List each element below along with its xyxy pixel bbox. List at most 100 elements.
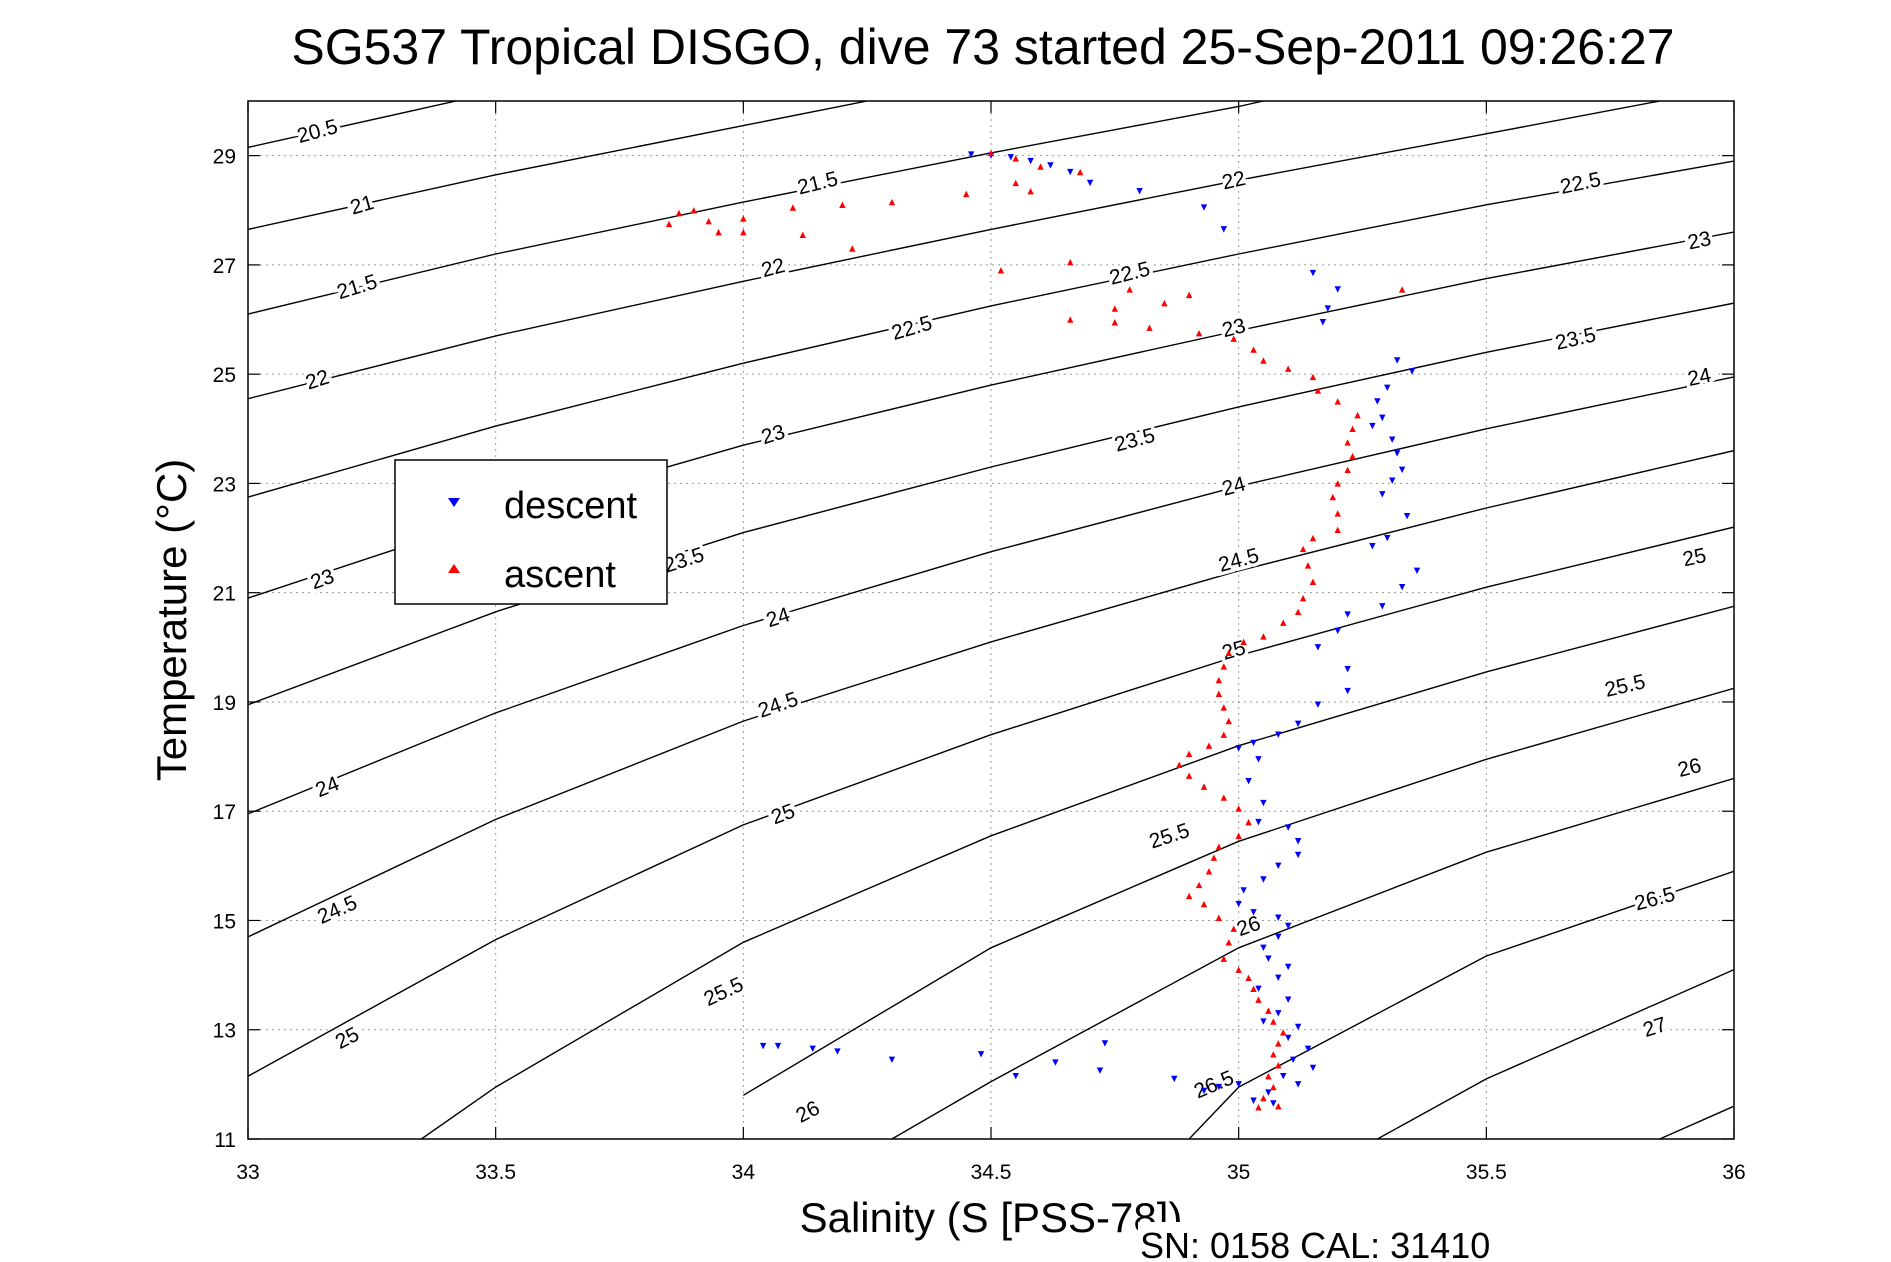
descent-point bbox=[1255, 818, 1262, 826]
ascent-point bbox=[1195, 329, 1203, 337]
ascent-point bbox=[705, 217, 712, 225]
descent-point bbox=[1260, 799, 1267, 807]
descent-point bbox=[1250, 909, 1257, 916]
descent-point bbox=[1215, 1083, 1223, 1091]
x-tick-label: 33.5 bbox=[475, 1161, 516, 1184]
descent-point bbox=[1047, 162, 1054, 169]
descent-point bbox=[1260, 876, 1267, 883]
ascent-point bbox=[1220, 794, 1228, 801]
x-tick-label: 33 bbox=[236, 1161, 259, 1184]
ascent-point bbox=[1304, 562, 1312, 569]
density-contour-line bbox=[1659, 1105, 1734, 1139]
density-contour-line bbox=[248, 449, 1734, 938]
density-contour-line bbox=[248, 101, 1660, 400]
ascent-point bbox=[1349, 452, 1356, 460]
ascent-point bbox=[1185, 750, 1193, 758]
ascent-point bbox=[799, 231, 806, 239]
x-tick-label: 34 bbox=[732, 1161, 756, 1184]
descent-point bbox=[1260, 944, 1267, 951]
ascent-point bbox=[1161, 299, 1168, 307]
ascent-point bbox=[1299, 594, 1307, 602]
descent-point bbox=[1285, 922, 1292, 930]
descent-point bbox=[1086, 179, 1094, 187]
y-tick-label: 17 bbox=[213, 801, 236, 824]
descent-point bbox=[1275, 1010, 1282, 1017]
ascent-point bbox=[1334, 480, 1341, 487]
ascent-point bbox=[1037, 163, 1044, 170]
descent-point bbox=[1285, 824, 1292, 831]
ascent-point bbox=[1285, 365, 1292, 372]
descent-point bbox=[1389, 477, 1396, 484]
ascent-point bbox=[839, 201, 846, 208]
ascent-point bbox=[1255, 1104, 1262, 1111]
descent-point bbox=[1200, 204, 1208, 211]
ascent-point bbox=[1215, 914, 1223, 921]
descent-point bbox=[1275, 933, 1282, 941]
descent-point bbox=[1245, 777, 1252, 785]
ascent-point bbox=[1215, 676, 1223, 684]
legend-box bbox=[394, 459, 668, 605]
descent-point bbox=[1250, 1097, 1257, 1104]
ascent-point bbox=[715, 228, 722, 236]
descent-point bbox=[1294, 1023, 1302, 1031]
descent-point bbox=[1389, 436, 1396, 443]
descent-point bbox=[1235, 1081, 1242, 1088]
y-tick-label: 13 bbox=[213, 1020, 236, 1043]
ascent-point bbox=[789, 204, 797, 211]
descent-point bbox=[1314, 644, 1322, 651]
descent-point bbox=[1285, 996, 1292, 1003]
ascent-series bbox=[665, 149, 1406, 1111]
descent-point bbox=[1220, 226, 1228, 233]
ascent-point bbox=[1245, 818, 1252, 826]
descent-point bbox=[1235, 745, 1242, 752]
ascent-point bbox=[1225, 717, 1232, 725]
descent-point bbox=[1408, 368, 1416, 375]
descent-point bbox=[1374, 398, 1381, 405]
density-contour-line bbox=[248, 101, 457, 149]
ascent-point bbox=[1067, 258, 1074, 266]
descent-point bbox=[1314, 701, 1322, 708]
ascent-point bbox=[1176, 761, 1183, 768]
descent-point bbox=[1255, 985, 1262, 992]
ascent-point bbox=[1245, 974, 1252, 982]
descent-point bbox=[1265, 1089, 1272, 1096]
descent-point bbox=[1319, 319, 1327, 326]
density-contour-line bbox=[248, 526, 1734, 1077]
chart-title: SG537 Tropical DISGO, dive 73 started 25… bbox=[291, 19, 1674, 75]
descent-point bbox=[1285, 963, 1292, 971]
descent-point bbox=[1275, 731, 1282, 738]
x-tick-label: 36 bbox=[1722, 1161, 1745, 1184]
y-tick-label: 21 bbox=[213, 583, 236, 606]
ascent-point bbox=[1280, 619, 1287, 626]
descent-point bbox=[1096, 1067, 1104, 1074]
descent-point bbox=[759, 1042, 767, 1050]
y-tick-label: 25 bbox=[213, 364, 236, 387]
density-contour-line bbox=[248, 376, 1734, 815]
ascent-point bbox=[997, 267, 1005, 274]
ascent-point bbox=[1250, 985, 1257, 992]
ascent-point bbox=[1334, 526, 1341, 534]
descent-point bbox=[1379, 491, 1386, 498]
ascent-point bbox=[1265, 1007, 1272, 1014]
descent-point bbox=[1369, 543, 1376, 550]
ascent-point bbox=[1230, 925, 1237, 932]
ascent-point bbox=[1344, 466, 1351, 473]
footer-background bbox=[1138, 1222, 1558, 1262]
y-tick-label: 27 bbox=[213, 255, 236, 278]
descent-point bbox=[1393, 357, 1401, 364]
descent-point bbox=[1275, 974, 1282, 982]
ascent-point bbox=[1270, 1083, 1277, 1091]
ascent-point bbox=[1230, 335, 1237, 342]
ascent-point bbox=[1240, 638, 1247, 646]
legend-ascent-marker bbox=[448, 564, 460, 573]
ascent-point bbox=[1210, 854, 1218, 861]
legend-descent-label: descent bbox=[504, 485, 638, 527]
y-tick-label: 29 bbox=[213, 146, 236, 169]
ascent-point bbox=[1205, 868, 1213, 875]
axis-ticks bbox=[247, 101, 1735, 1140]
density-contour-line bbox=[248, 101, 868, 231]
descent-point bbox=[1379, 603, 1386, 610]
descent-point bbox=[1052, 1059, 1059, 1066]
legend-descent-marker bbox=[448, 498, 460, 507]
descent-point bbox=[1260, 1018, 1267, 1025]
